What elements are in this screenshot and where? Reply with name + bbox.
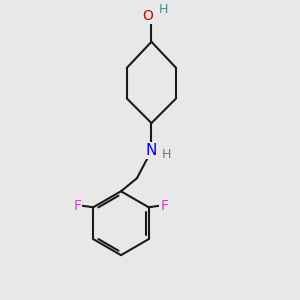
- Text: H: H: [159, 3, 168, 16]
- Text: F: F: [74, 199, 81, 213]
- Text: O: O: [142, 9, 153, 23]
- Text: F: F: [160, 199, 169, 213]
- Text: H: H: [162, 148, 171, 160]
- Text: N: N: [146, 143, 157, 158]
